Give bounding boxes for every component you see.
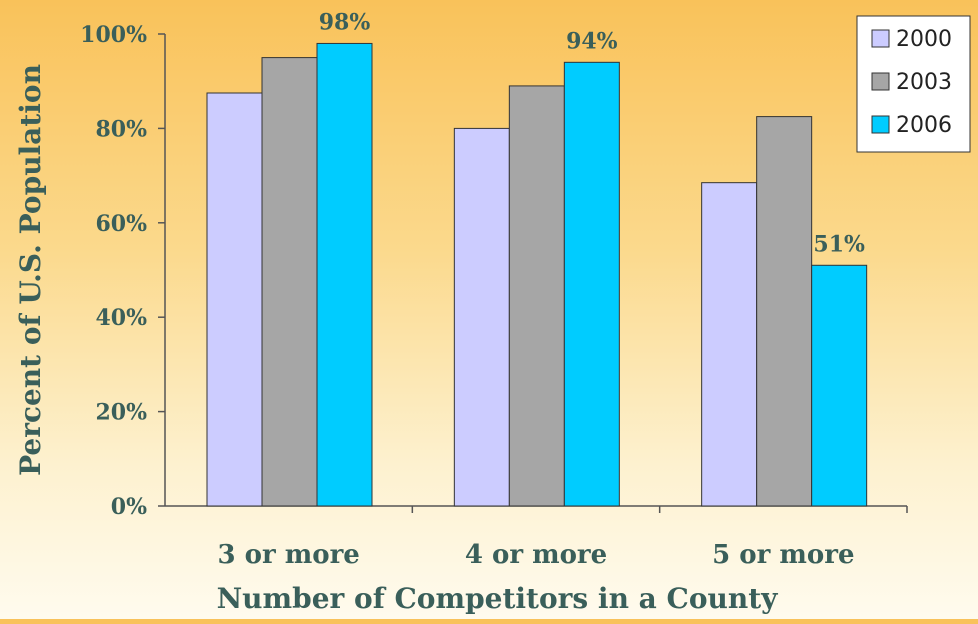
- y-tick-label: 20%: [95, 400, 147, 426]
- legend-label-2000: 2000: [896, 27, 952, 52]
- y-tick-label: 40%: [95, 305, 147, 331]
- data-label: 98%: [319, 9, 371, 35]
- bar-2000-1: [453, 127, 510, 507]
- legend-swatch-2000: [871, 29, 890, 48]
- bar-2003-1: [508, 85, 565, 507]
- y-axis-title: Percent of U.S. Population: [14, 64, 47, 476]
- legend-swatch-2006: [871, 115, 890, 134]
- y-tick-label: 100%: [80, 22, 147, 48]
- data-label: 51%: [813, 231, 865, 257]
- y-tick-label: 0%: [111, 494, 147, 520]
- legend-label-2003: 2003: [896, 70, 952, 95]
- y-tick-label: 60%: [95, 211, 147, 237]
- bar-2006-1: [563, 61, 620, 507]
- bar-2006-0: [316, 42, 373, 507]
- legend-label-2006: 2006: [896, 113, 952, 138]
- x-axis-title: Number of Competitors in a County: [217, 582, 779, 615]
- bar-2006-2: [811, 264, 868, 507]
- bar-2003-2: [756, 116, 813, 507]
- legend: 2000 2003 2006: [856, 15, 971, 153]
- bar-2000-2: [701, 182, 758, 507]
- y-tick-label: 80%: [95, 116, 147, 142]
- bar-2000-0: [206, 92, 263, 507]
- x-tick-label: 4 or more: [465, 540, 607, 570]
- data-label: 94%: [566, 28, 618, 54]
- legend-swatch-2003: [871, 72, 890, 91]
- bar-2003-0: [261, 57, 318, 507]
- x-tick-label: 3 or more: [218, 540, 360, 570]
- x-tick-label: 5 or more: [712, 540, 854, 570]
